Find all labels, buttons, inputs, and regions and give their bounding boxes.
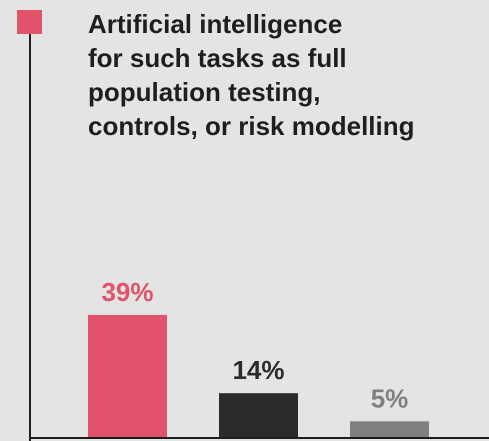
- chart-title: Artificial intelligence: [88, 9, 342, 39]
- chart-title: population testing,: [88, 77, 321, 107]
- chart-title: controls, or risk modelling: [88, 111, 415, 141]
- chart-title: for such tasks as full: [88, 43, 347, 73]
- value-label: 5%: [371, 383, 409, 413]
- bar: [219, 393, 298, 437]
- value-label: 39%: [101, 277, 153, 307]
- bar: [88, 314, 167, 437]
- value-label: 14%: [232, 355, 284, 385]
- legend-marker: [17, 10, 42, 34]
- bar: [350, 421, 429, 437]
